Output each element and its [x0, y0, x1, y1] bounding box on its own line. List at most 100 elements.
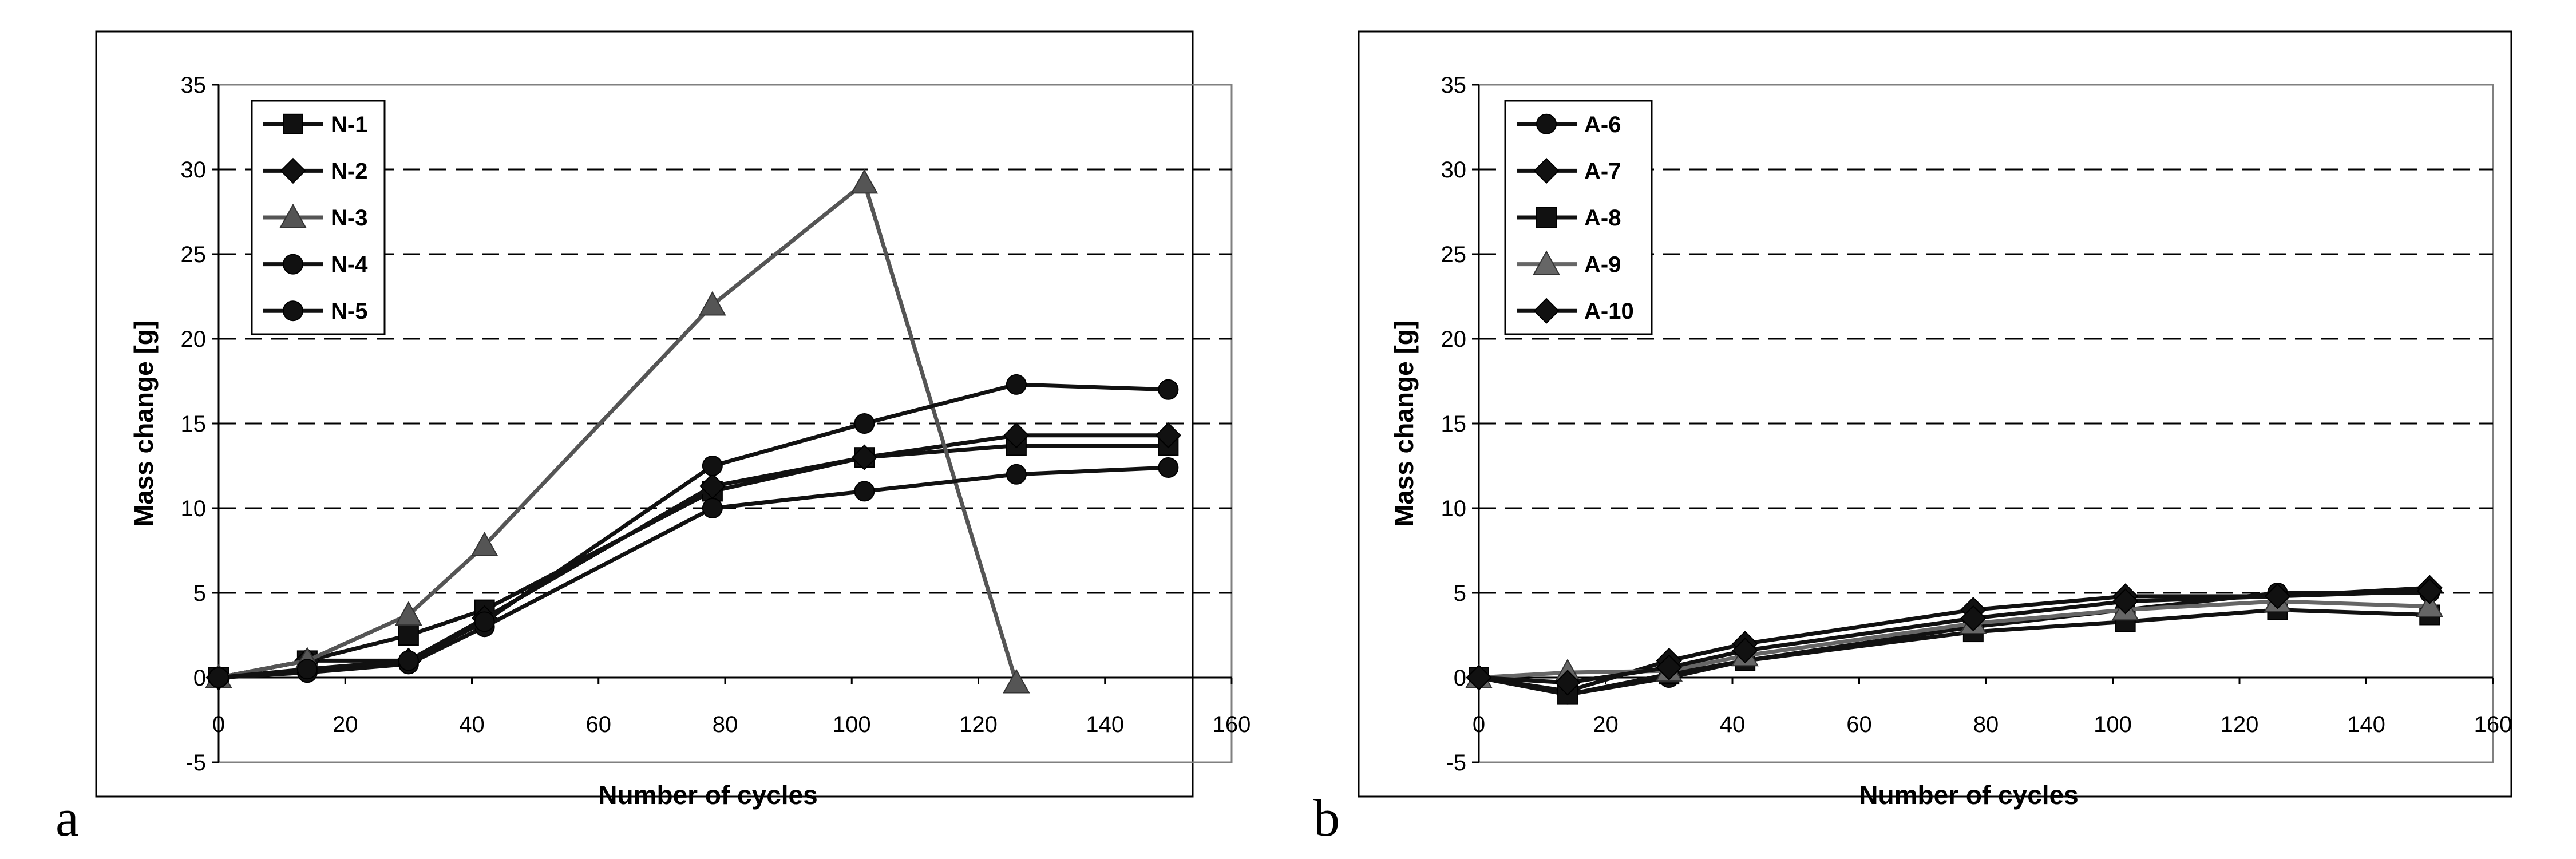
- x-tick-label: 80: [713, 712, 738, 737]
- x-tick-label: 100: [833, 712, 871, 737]
- x-tick-label: 0: [1473, 712, 1485, 737]
- legend-marker-A-8: [1536, 207, 1557, 228]
- legend-label: A-9: [1584, 252, 1621, 278]
- x-tick-label: 20: [1593, 712, 1619, 737]
- data-point-N-3: [1003, 668, 1030, 694]
- data-point-A-10: [1656, 654, 1682, 680]
- y-axis-title: Mass change [g]: [1389, 320, 1419, 527]
- x-tick-label: 0: [212, 712, 225, 737]
- legend-label: N-1: [331, 112, 367, 137]
- data-point-N-3: [699, 291, 726, 316]
- y-tick-label: 35: [1441, 73, 1467, 98]
- data-point-N-5: [702, 456, 723, 476]
- legend-marker-A-6: [1536, 113, 1557, 134]
- x-tick-label: 120: [2221, 712, 2259, 737]
- data-point-N-4: [1006, 464, 1027, 485]
- x-tick-label: 160: [2474, 712, 2512, 737]
- x-tick-label: 80: [1973, 712, 1999, 737]
- legend-marker-N-4: [283, 254, 303, 275]
- legend-marker-N-2: [280, 157, 306, 184]
- series-line-A-9: [1478, 599, 2430, 680]
- y-tick-label: 0: [193, 666, 206, 691]
- data-point-N-5: [474, 611, 495, 632]
- legend-label: N-5: [331, 299, 367, 324]
- legend-marker-N-3: [279, 203, 307, 228]
- series-line-A-8: [1478, 608, 2430, 697]
- data-point-N-3: [395, 601, 422, 626]
- data-point-N-5: [398, 650, 419, 671]
- legend-label: N-3: [331, 205, 367, 231]
- data-point-N-3: [850, 169, 879, 194]
- y-tick-label: 20: [1441, 327, 1467, 352]
- y-tick-label: -5: [185, 750, 206, 775]
- y-tick-label: 25: [1441, 242, 1467, 267]
- data-point-N-2: [1003, 422, 1030, 449]
- data-point-N-5: [208, 667, 229, 688]
- data-point-A-10: [1466, 664, 1492, 691]
- legend-label: N-4: [331, 252, 368, 278]
- x-tick-label: 120: [959, 712, 998, 737]
- data-point-N-2: [851, 444, 878, 470]
- series-line-A-10: [1478, 589, 2430, 685]
- x-tick-label: 20: [333, 712, 358, 737]
- y-tick-label: 30: [1441, 157, 1467, 183]
- y-tick-label: 35: [181, 73, 207, 98]
- data-point-N-3: [470, 531, 498, 556]
- y-tick-label: 5: [1454, 581, 1466, 606]
- y-tick-label: 10: [181, 496, 207, 521]
- x-tick-label: 60: [1846, 712, 1872, 737]
- data-point-A-10: [2264, 583, 2291, 609]
- legend-label: N-2: [331, 159, 367, 184]
- y-tick-label: 15: [1441, 411, 1467, 437]
- data-point-N-2: [1155, 422, 1182, 449]
- y-tick-label: 25: [181, 242, 207, 267]
- x-tick-label: 60: [586, 712, 612, 737]
- data-point-A-10: [1960, 605, 1987, 632]
- legend-marker-N-5: [283, 300, 303, 322]
- x-tick-label: 40: [459, 712, 485, 737]
- data-point-N-1: [398, 625, 419, 646]
- legend-label: A-7: [1584, 159, 1621, 184]
- y-tick-label: 10: [1441, 496, 1467, 521]
- y-tick-label: 5: [193, 581, 206, 606]
- panel-b: -5 0 5 10 15 20 25 30 35 0 20 40 60 80 100 120 140 160 Num…: [1313, 30, 2512, 847]
- data-point-N-4: [1158, 457, 1179, 478]
- data-point-N-5: [1158, 379, 1179, 400]
- y-tick-label: 20: [181, 327, 207, 352]
- series-line-N-5: [218, 382, 1169, 680]
- legend-marker-A-10: [1533, 298, 1560, 324]
- legend-marker-A-7: [1533, 157, 1560, 184]
- x-axis-title: Number of cycles: [598, 780, 817, 810]
- data-point-N-5: [854, 413, 875, 434]
- y-axis-title: Mass change [g]: [129, 320, 159, 527]
- x-tick-label: 160: [1213, 712, 1251, 737]
- data-point-N-5: [296, 659, 318, 680]
- data-point-N-4: [854, 481, 875, 502]
- legend-label: A-8: [1584, 205, 1621, 231]
- legend-label: A-6: [1584, 112, 1621, 137]
- data-point-N-4: [702, 498, 723, 518]
- series-line-N-4: [218, 465, 1169, 680]
- y-tick-label: 15: [181, 411, 207, 437]
- data-point-A-10: [2416, 578, 2443, 604]
- panel-label: b: [1313, 789, 1340, 847]
- x-tick-label: 140: [2347, 712, 2385, 737]
- data-point-N-5: [1006, 374, 1027, 395]
- y-tick-label: 30: [181, 157, 207, 183]
- y-tick-label: 0: [1454, 666, 1466, 691]
- legend-marker-N-1: [283, 113, 303, 134]
- data-point-A-10: [1732, 637, 1758, 664]
- x-tick-label: 140: [1086, 712, 1124, 737]
- legend-label: A-10: [1584, 299, 1634, 324]
- data-point-A-10: [2112, 588, 2139, 615]
- legend-marker-A-9: [1533, 250, 1560, 275]
- y-tick-label: -5: [1446, 750, 1466, 775]
- data-point-A-9: [2416, 592, 2444, 617]
- x-axis-title: Number of cycles: [1859, 780, 2078, 810]
- series-line-N-2: [218, 433, 1169, 680]
- data-point-A-10: [1554, 670, 1581, 696]
- x-tick-label: 100: [2094, 712, 2132, 737]
- x-tick-label: 40: [1720, 712, 1746, 737]
